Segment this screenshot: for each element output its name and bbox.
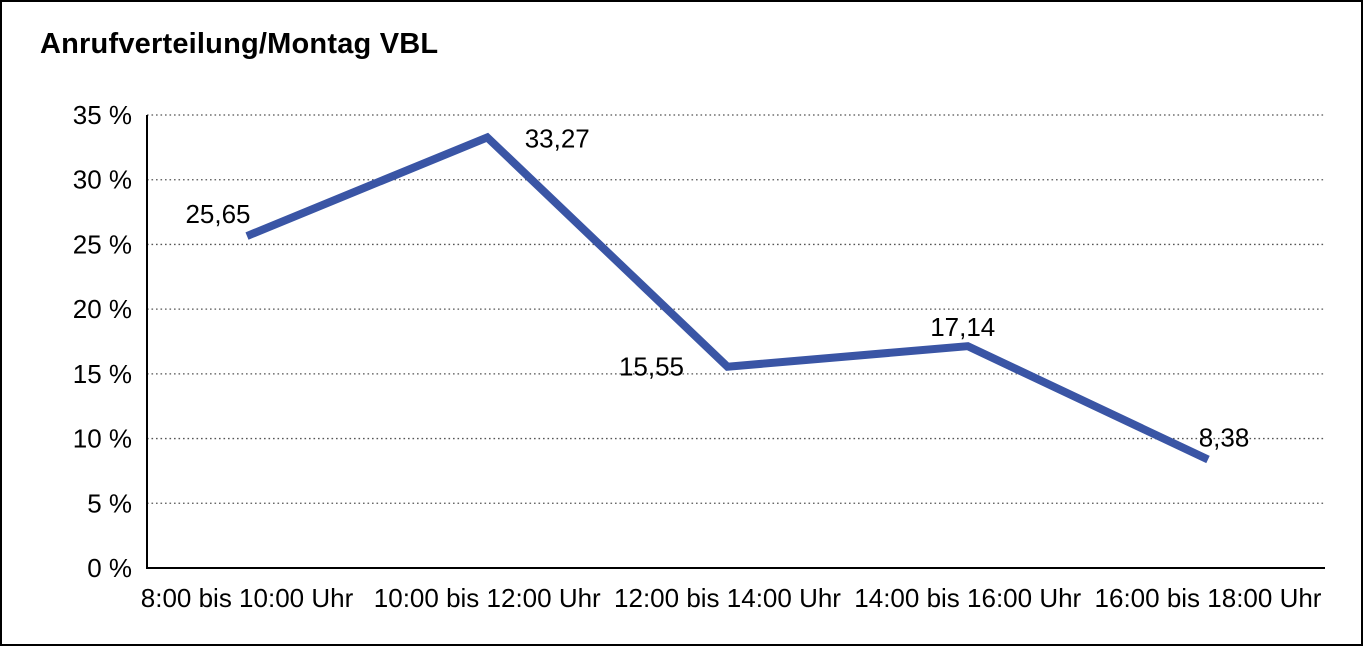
y-tick-label: 25 %	[73, 229, 132, 259]
y-tick-label: 5 %	[87, 488, 132, 518]
data-label: 25,65	[185, 199, 250, 229]
chart-title: Anrufverteilung/Montag VBL	[40, 28, 439, 60]
x-tick-label: 12:00 bis 14:00 Uhr	[614, 583, 841, 613]
y-tick-label: 10 %	[73, 424, 132, 454]
x-tick-label: 8:00 bis 10:00 Uhr	[141, 583, 354, 613]
x-tick-label: 14:00 bis 16:00 Uhr	[854, 583, 1081, 613]
y-tick-label: 0 %	[87, 553, 132, 583]
y-tick-label: 15 %	[73, 359, 132, 389]
data-label: 15,55	[619, 352, 684, 382]
x-tick-label: 16:00 bis 18:00 Uhr	[1095, 583, 1322, 613]
data-label: 17,14	[930, 312, 995, 342]
data-line	[245, 132, 1210, 464]
x-tick-label: 10:00 bis 12:00 Uhr	[374, 583, 601, 613]
y-tick-label: 20 %	[73, 294, 132, 324]
data-label: 8,38	[1199, 423, 1250, 453]
y-tick-label: 30 %	[73, 165, 132, 195]
data-label: 33,27	[525, 123, 590, 153]
y-tick-label: 35 %	[73, 100, 132, 130]
